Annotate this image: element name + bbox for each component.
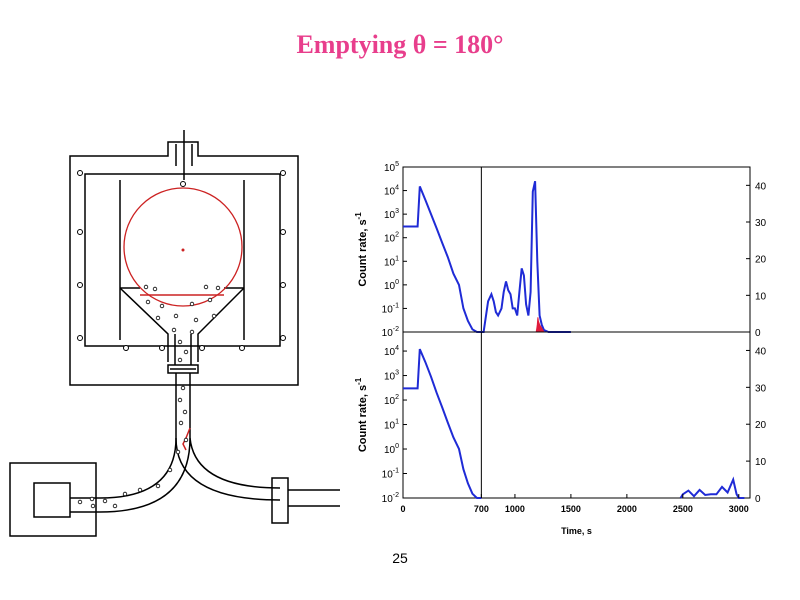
y-tick-label: 100 — [384, 279, 399, 292]
y-tick-label: 10-1 — [382, 468, 399, 481]
y-tick-label: 10-2 — [382, 326, 399, 339]
count-rate-series — [403, 348, 482, 499]
detector-series — [679, 476, 745, 499]
plot-frame-bottom — [402, 331, 751, 499]
y-tick-label: 101 — [384, 419, 399, 432]
x-tick-label: 1000 — [505, 504, 525, 514]
count-rate-chart: 10510410310210110010-110-2403020100Count… — [354, 161, 767, 536]
apparatus-diagram — [9, 130, 340, 537]
x-tick-label: 3000 — [729, 504, 749, 514]
y-tick-label: 101 — [384, 255, 399, 268]
y-tick-label: 10-1 — [382, 302, 399, 315]
y2-tick-label: 0 — [755, 494, 761, 505]
x-tick-label: 2500 — [673, 504, 693, 514]
y-tick-label: 102 — [384, 232, 399, 245]
mounting-holes — [77, 170, 286, 351]
y2-tick-label: 40 — [755, 181, 767, 192]
storage-sphere — [123, 187, 243, 307]
y-axis-label: Count rate, s-1 — [354, 212, 369, 287]
y-tick-label: 105 — [384, 161, 399, 174]
y2-tick-label: 0 — [755, 328, 761, 339]
y-tick-label: 103 — [384, 208, 399, 221]
y2-tick-label: 10 — [755, 291, 767, 302]
y-tick-label: 100 — [384, 443, 399, 456]
y2-tick-label: 40 — [755, 346, 767, 357]
y-tick-label: 104 — [384, 185, 399, 198]
y2-tick-label: 20 — [755, 255, 767, 266]
y2-tick-label: 10 — [755, 457, 767, 468]
y2-tick-label: 30 — [755, 383, 767, 394]
y-tick-label: 103 — [384, 370, 399, 383]
page-number: 25 — [392, 550, 408, 566]
apparatus-outline — [9, 130, 340, 537]
x-tick-label: 2000 — [617, 504, 637, 514]
sphere-center-dot — [181, 248, 185, 252]
plot-frame-top — [402, 166, 751, 333]
x-tick-label: 1500 — [561, 504, 581, 514]
y-tick-label: 10-2 — [382, 492, 399, 505]
y2-tick-label: 30 — [755, 218, 767, 229]
detector-series-filled — [535, 317, 545, 333]
x-axis-label: Time, s — [561, 526, 592, 536]
x-tick-label: 700 — [474, 504, 489, 514]
y2-tick-label: 20 — [755, 420, 767, 431]
y-tick-label: 102 — [384, 394, 399, 407]
y-tick-label: 104 — [384, 345, 399, 358]
count-rate-series — [403, 180, 571, 333]
x-tick-label: 0 — [400, 504, 405, 514]
slide-title: Emptying θ = 180° — [296, 30, 504, 59]
particles — [77, 284, 221, 509]
y-axis-label: Count rate, s-1 — [354, 377, 369, 452]
